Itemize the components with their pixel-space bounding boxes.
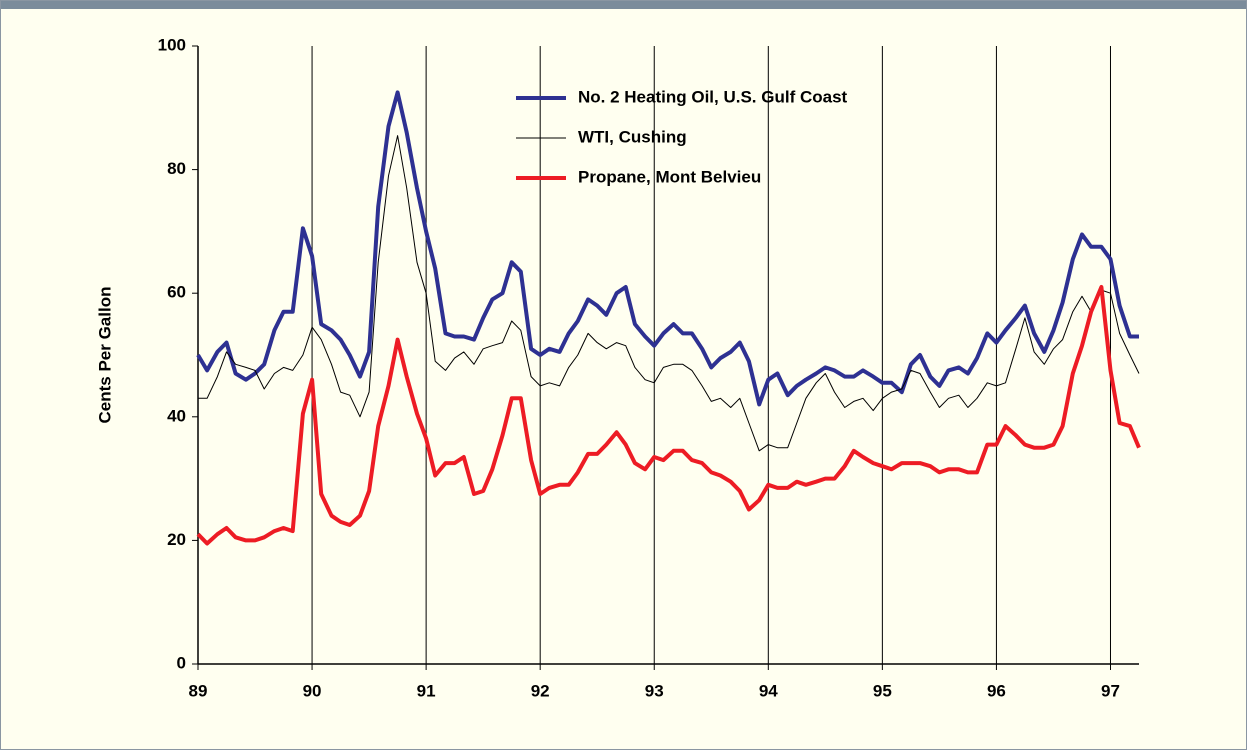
legend-label: Propane, Mont Belvieu [578,167,761,186]
y-axis-label: Cents Per Gallon [95,287,114,424]
y-tick-label: 60 [167,283,186,302]
legend-label: No. 2 Heating Oil, U.S. Gulf Coast [578,87,848,106]
x-tick-label: 93 [645,681,664,700]
y-tick-label: 20 [167,530,186,549]
x-tick-label: 97 [1101,681,1120,700]
x-tick-label: 90 [303,681,322,700]
line-series [196,285,1141,546]
y-tick-label: 40 [167,406,186,425]
x-tick-label: 91 [417,681,436,700]
line-series [198,135,1140,452]
x-tick-label: 94 [759,681,778,700]
x-tick-label: 96 [987,681,1006,700]
legend-label: WTI, Cushing [578,127,687,146]
y-tick-label: 80 [167,159,186,178]
x-tick-label: 89 [189,681,208,700]
y-tick-label: 100 [158,35,186,54]
x-tick-label: 95 [873,681,892,700]
top-bar [1,1,1246,9]
y-tick-label: 0 [177,653,186,672]
x-tick-label: 92 [531,681,550,700]
line-series [196,90,1139,407]
